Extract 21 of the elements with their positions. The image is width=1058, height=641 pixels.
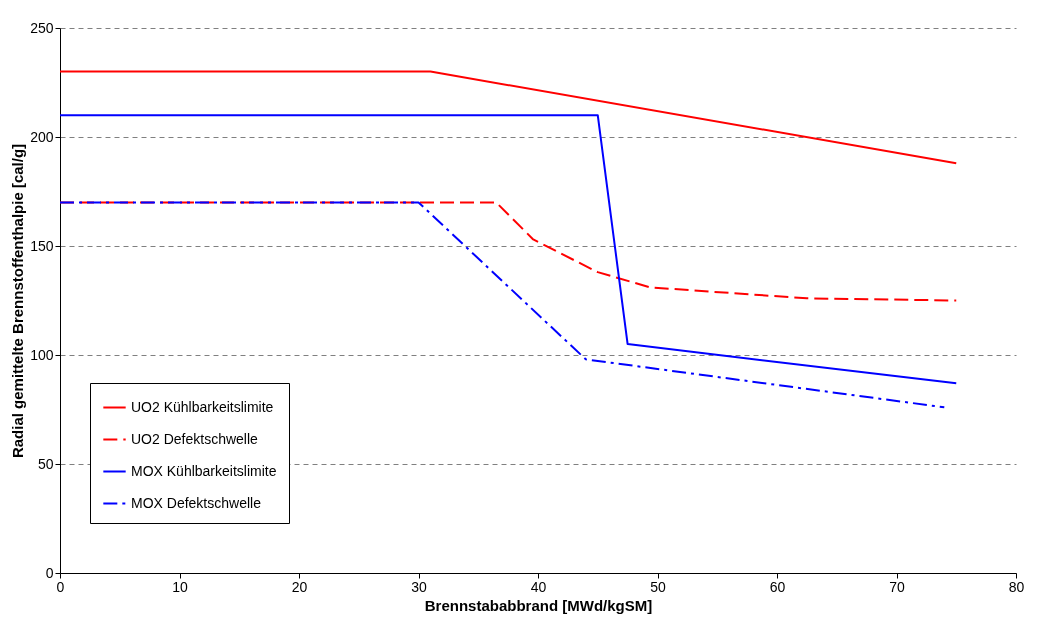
x-tick-label: 80 <box>1008 578 1025 595</box>
y-tick-label: 100 <box>30 346 54 363</box>
y-tick-label: 0 <box>45 564 54 581</box>
x-axis-title: Brennstababbrand [MWd/kgSM] <box>424 596 653 614</box>
legend-label: UO2 Defektschwelle <box>131 430 259 447</box>
x-tick-label: 20 <box>291 578 308 595</box>
x-tick-label: 50 <box>650 578 666 595</box>
x-tick-label: 70 <box>889 578 905 595</box>
y-tick-label: 150 <box>30 237 54 254</box>
legend-label: UO2 Kühlbarkeitslimite <box>131 398 274 415</box>
x-tick-label: 30 <box>411 578 427 595</box>
x-tick-label: 40 <box>530 578 547 595</box>
legend-label: MOX Defektschwelle <box>131 494 262 511</box>
y-tick-label: 50 <box>37 455 54 472</box>
y-tick-label: 200 <box>30 128 54 145</box>
y-tick-label: 250 <box>30 19 54 36</box>
x-tick-label: 0 <box>56 578 65 595</box>
legend-label: MOX Kühlbarkeitslimite <box>131 462 277 479</box>
x-tick-label: 60 <box>769 578 786 595</box>
y-axis-title: Radial gemittelte Brennstoffenthalpie [cal/g] <box>9 143 27 459</box>
x-tick-label: 10 <box>172 578 188 595</box>
